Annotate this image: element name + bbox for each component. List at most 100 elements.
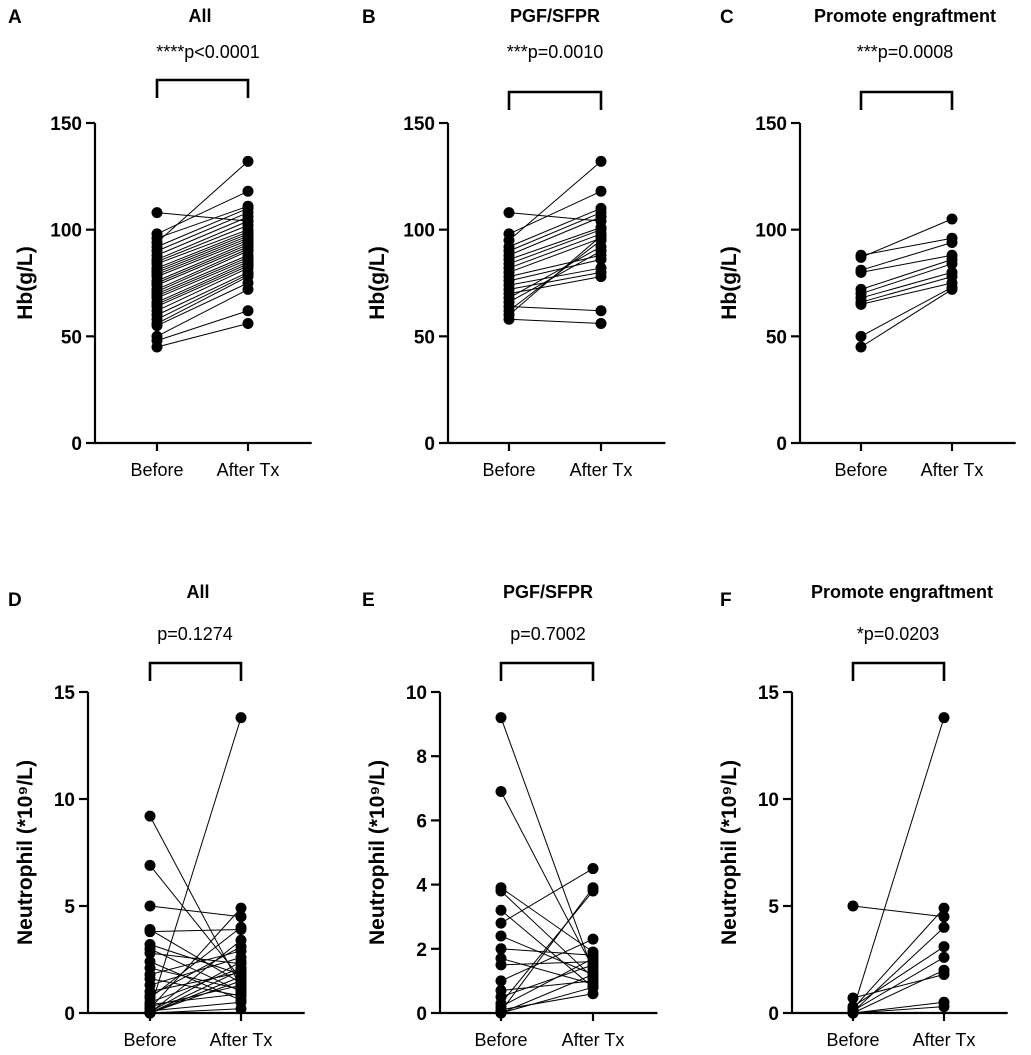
x-tick-label: Before [482,460,535,480]
after-point [587,882,599,894]
pair-line [156,267,249,312]
panel-title: Promote engraftment [814,6,996,26]
panel-c: C Promote engraftment ***p=0.0008 0 50 100 150… [718,6,1016,480]
after-point [595,271,607,283]
pair-line [500,935,594,975]
pair-line [156,310,249,342]
after-point [946,258,958,270]
panel-title: PGF/SFPR [510,6,600,26]
panel-letter: B [362,7,376,28]
before-point [495,975,507,987]
pair-line [149,929,242,933]
before-point [495,930,507,942]
after-point [235,902,247,914]
before-point [495,885,507,897]
pair-line [852,956,945,1012]
pair-line [149,905,242,918]
pair-line [156,235,249,273]
pair-line [156,323,249,348]
after-point [938,964,950,976]
pair-line [149,907,242,1010]
pair-line [149,865,242,980]
pair-line [500,961,594,966]
after-point [242,185,254,197]
before-point [847,900,859,912]
pair-line [156,246,249,286]
x-tick-label: After Tx [562,1030,625,1050]
pair-line [156,216,249,256]
after-point [235,934,247,946]
y-tick-label: 5 [768,897,779,918]
pair-line [852,946,945,1007]
pair-line [508,276,602,295]
before-point [495,917,507,929]
panel-letter: C [720,7,734,28]
after-point [595,245,607,257]
after-point [242,155,254,167]
before-point [847,992,859,1004]
pair-line [500,868,594,924]
y-tick-label: 150 [50,114,82,135]
after-point [235,911,247,923]
pair-line [156,250,249,292]
pair-line [852,973,945,999]
y-tick-label: 4 [416,876,427,897]
pair-line [852,969,945,1014]
pair-line [508,212,602,222]
y-tick-label: 10 [54,790,75,811]
pair-line [508,271,602,290]
pair-line [149,961,242,1013]
pair-line [156,229,249,265]
pair-line [149,927,242,999]
pair-line [149,815,242,988]
pair-line [500,890,594,979]
y-axis-label: Hb(g/L) [14,246,37,319]
after-point [946,236,958,248]
y-tick-label: 10 [758,790,779,811]
pair-line [156,224,249,263]
before-point [847,1007,859,1019]
y-tick-label: 15 [758,683,780,704]
pair-line [149,971,242,993]
after-point [587,933,599,945]
pair-line [149,939,242,1014]
panel-f: F Promote engraftment *p=0.0203 0 5 10 15 Befor… [718,582,1008,1050]
after-point [946,213,958,225]
pair-line [500,887,594,1012]
after-point [235,964,247,976]
y-tick-label: 50 [414,327,435,348]
pair-line [500,980,594,992]
pair-line [508,250,602,303]
panel-title: All [188,6,211,26]
before-point [855,266,867,278]
y-tick-label: 15 [54,683,76,704]
p-value-label: ***p=0.0008 [857,42,954,62]
x-tick-label: After Tx [570,460,633,480]
y-tick-label: 0 [416,1004,427,1025]
x-tick-label: Before [834,460,887,480]
p-value-label: *p=0.0203 [857,624,940,644]
before-point [151,341,163,353]
pair-line [156,259,249,299]
before-point [144,947,156,959]
panel-letter: E [362,590,375,611]
significance-bracket [507,90,603,110]
before-point [495,959,507,971]
pair-line [508,227,602,261]
pair-line [149,967,242,1003]
after-point [595,211,607,223]
after-point [587,968,599,980]
y-tick-label: 5 [64,897,75,918]
x-tick-label: Before [130,460,183,480]
pair-line [149,980,242,1014]
y-axis-label: Neutrophil (*10⁹/L) [14,760,37,945]
pair-line [156,244,249,284]
after-point [235,1003,247,1015]
pair-line [156,276,249,324]
after-point [595,185,607,197]
before-point [151,207,163,219]
after-point [235,988,247,1000]
y-tick-label: 0 [71,434,82,455]
before-point [144,1007,156,1019]
after-point [242,318,254,330]
